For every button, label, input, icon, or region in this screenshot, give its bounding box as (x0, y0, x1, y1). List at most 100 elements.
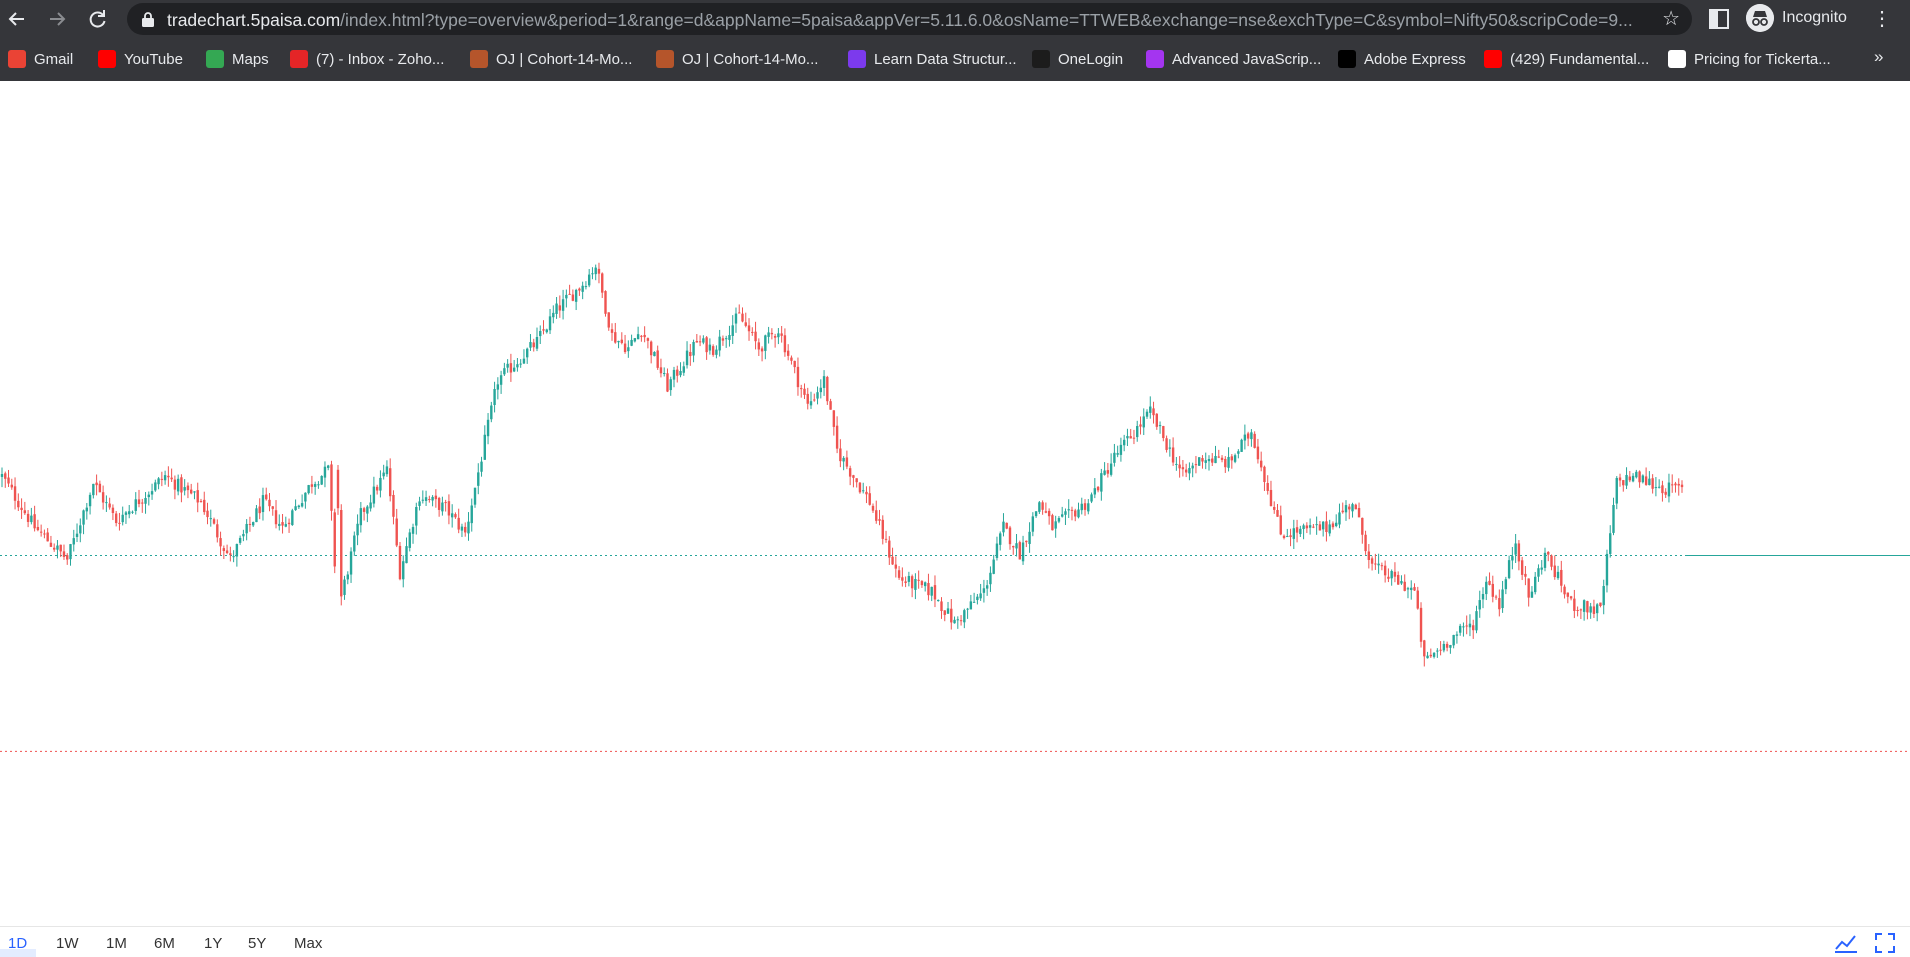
candle-body (131, 511, 134, 513)
bookmark-item[interactable]: Advanced JavaScrip... (1146, 44, 1321, 74)
incognito-label[interactable]: Incognito (1782, 9, 1847, 26)
candle-body (526, 348, 529, 358)
candle-body (232, 556, 235, 558)
range-button-5y[interactable]: 5Y (248, 935, 267, 952)
candle-body (627, 347, 630, 352)
url-text[interactable]: tradechart.5paisa.com/index.html?type=ov… (167, 10, 1647, 31)
candle-body (477, 472, 480, 486)
candle-body (17, 500, 20, 508)
candle-body (114, 513, 118, 524)
candle-body (1436, 650, 1439, 652)
candle-body (235, 543, 239, 557)
range-button-1w[interactable]: 1W (56, 935, 79, 952)
range-button-1y[interactable]: 1Y (204, 935, 223, 952)
bookmark-item[interactable]: OJ | Cohort-14-Mo... (470, 44, 632, 74)
candle-body (1204, 460, 1207, 463)
candle-body (421, 499, 425, 501)
candle-body (1259, 460, 1263, 468)
candle-body (1468, 623, 1472, 628)
candle-body (871, 505, 875, 511)
candle-body (1152, 408, 1155, 416)
browser-menu-icon[interactable]: ⋮ (1872, 8, 1892, 30)
bookmark-item[interactable]: Gmail (8, 44, 73, 74)
candle-body (1256, 446, 1260, 460)
bookmark-label: OneLogin (1058, 50, 1124, 68)
candle-body (796, 366, 800, 388)
candle-body (353, 535, 356, 552)
candle-body (1622, 480, 1625, 486)
candle-body (1325, 521, 1328, 533)
candle-body (392, 494, 395, 517)
candle-body (591, 273, 594, 275)
incognito-icon[interactable] (1746, 4, 1774, 32)
reload-icon (89, 10, 106, 28)
candle-body (1188, 468, 1191, 474)
more-bookmarks-icon[interactable]: » (1874, 47, 1884, 66)
candle-body (88, 494, 92, 507)
bookmark-item[interactable]: Pricing for Tickerta... (1668, 44, 1831, 74)
candle-body (656, 350, 659, 368)
candle-body (744, 322, 747, 326)
range-button-6m[interactable]: 6M (154, 935, 175, 952)
candle-body (1051, 515, 1054, 531)
chart-area[interactable] (0, 81, 1910, 926)
range-button-1m[interactable]: 1M (106, 935, 127, 952)
candle-body (141, 502, 144, 504)
range-button-1d[interactable]: 1D (8, 935, 28, 952)
candle-body (806, 393, 809, 404)
address-bar[interactable]: tradechart.5paisa.com/index.html?type=ov… (127, 3, 1692, 35)
gmail-icon (8, 50, 26, 68)
candle-body (506, 363, 509, 368)
forward-button[interactable] (44, 6, 70, 32)
candlestick-chart[interactable] (0, 81, 1910, 926)
candle-body (1139, 424, 1142, 427)
candle-body (689, 351, 692, 357)
candle-body (1321, 521, 1325, 530)
candle-body (1233, 455, 1237, 462)
candle-body (180, 477, 183, 493)
candle-body (160, 478, 164, 480)
bookmark-item[interactable]: YouTube (98, 44, 183, 74)
candle-body (0, 474, 4, 477)
candle-body (493, 389, 496, 406)
bookmark-item[interactable]: OneLogin (1032, 44, 1123, 74)
candle-body (336, 469, 340, 509)
candle-body (1410, 587, 1413, 591)
candle-body (1657, 486, 1661, 488)
range-button-max[interactable]: Max (294, 935, 323, 952)
candle-body (242, 533, 245, 537)
range-selector-bar: 1D 1W 1M 6M 1Y 5Y Max (0, 926, 1910, 957)
bookmark-item[interactable]: Adobe Express (1338, 44, 1466, 74)
candle-body (1671, 484, 1674, 486)
candle-body (1266, 483, 1269, 491)
candle-body (578, 288, 581, 291)
candle-body (1534, 576, 1537, 593)
candle-body (813, 399, 816, 401)
candle-body (1299, 528, 1302, 535)
bookmark-item[interactable]: Maps (206, 44, 269, 74)
candle-body (359, 508, 363, 526)
candle-body (848, 468, 852, 477)
back-button[interactable] (4, 6, 30, 32)
bookmark-star-icon[interactable]: ☆ (1662, 8, 1680, 30)
side-panel-icon[interactable] (1708, 8, 1730, 30)
candle-body (441, 502, 444, 512)
candle-body (1651, 478, 1654, 489)
candle-body (362, 508, 366, 512)
candle-body (659, 367, 663, 374)
reload-button[interactable] (84, 6, 110, 32)
candle-body (1198, 457, 1201, 466)
bookmark-item[interactable]: (429) Fundamental... (1484, 44, 1649, 74)
chart-type-icon[interactable] (1834, 933, 1858, 953)
bookmark-item[interactable]: OJ | Cohort-14-Mo... (656, 44, 818, 74)
candle-body (640, 335, 643, 337)
candle-body (388, 468, 392, 497)
candle-body (431, 496, 434, 501)
js-course-icon (1146, 50, 1164, 68)
candle-body (1677, 483, 1680, 486)
bookmark-item[interactable]: Learn Data Structur... (848, 44, 1017, 74)
candle-body (1566, 592, 1570, 597)
fullscreen-icon[interactable] (1874, 932, 1896, 954)
bookmark-item[interactable]: (7) - Inbox - Zoho... (290, 44, 444, 74)
candle-body (183, 487, 186, 491)
